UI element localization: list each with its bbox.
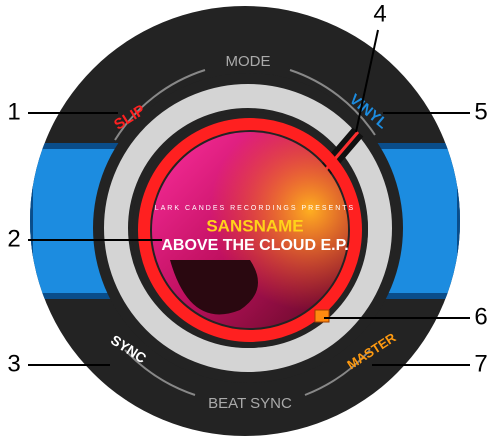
mode-label: MODE xyxy=(226,53,271,70)
publisher: LARK CANDES RECORDINGS PRESENTS xyxy=(155,205,355,212)
callout-number: 4 xyxy=(373,0,386,27)
beat-sync-label: BEAT SYNC xyxy=(208,395,292,412)
artist: SANSNAME xyxy=(206,216,303,235)
jog-display-diagram: MODE SLIP VINYL SYNC BEAT SYNC MASTER LA… xyxy=(0,0,491,439)
callout-number: 7 xyxy=(474,350,487,377)
position-marker xyxy=(315,310,329,322)
callout-number: 6 xyxy=(474,303,487,330)
callout-number: 1 xyxy=(7,98,20,125)
callout-number: 3 xyxy=(7,350,20,377)
album-title: ABOVE THE CLOUD E.P. xyxy=(161,237,348,254)
callout-number: 2 xyxy=(7,225,20,252)
callout-number: 5 xyxy=(474,98,487,125)
